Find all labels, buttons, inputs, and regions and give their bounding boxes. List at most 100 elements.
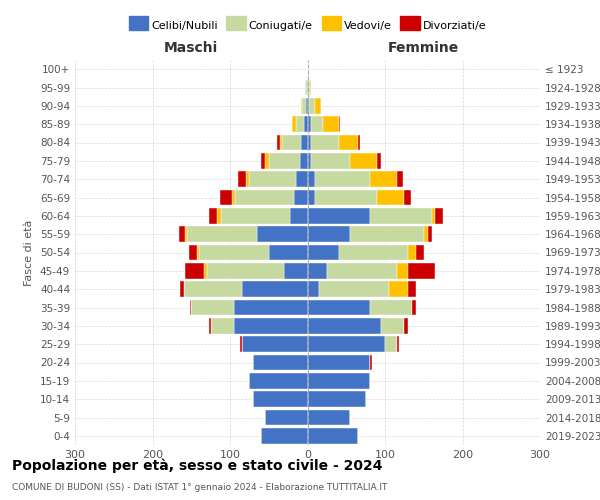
Bar (370, 300, 412, 316)
Bar (293, 190, 308, 206)
Bar (197, 244, 199, 260)
Bar (235, 190, 293, 206)
Bar (397, 263, 408, 278)
Bar (436, 208, 443, 224)
Bar (301, 134, 308, 150)
Bar (304, 116, 308, 132)
Bar (191, 300, 234, 316)
Y-axis label: Fasce di età: Fasce di età (25, 220, 34, 286)
Bar (179, 282, 184, 297)
Text: Femmine: Femmine (388, 42, 460, 56)
Bar (308, 373, 370, 388)
Bar (190, 300, 191, 316)
Bar (308, 244, 338, 260)
Bar (431, 208, 436, 224)
Bar (261, 153, 265, 168)
Bar (269, 153, 300, 168)
Bar (232, 190, 235, 206)
Bar (205, 263, 207, 278)
Bar (280, 134, 282, 150)
Text: COMUNE DI BUDONI (SS) - Dati ISTAT 1° gennaio 2024 - Elaborazione TUTTITALIA.IT: COMUNE DI BUDONI (SS) - Dati ISTAT 1° ge… (12, 483, 388, 492)
Legend: Celibi/Nubili, Coniugati/e, Vedovi/e, Divorziati/e: Celibi/Nubili, Coniugati/e, Vedovi/e, Di… (124, 16, 491, 35)
Bar (306, 98, 308, 114)
Bar (284, 263, 308, 278)
Bar (308, 318, 381, 334)
Bar (308, 392, 365, 407)
Bar (377, 190, 404, 206)
Bar (327, 263, 397, 278)
Bar (404, 190, 410, 206)
Bar (238, 172, 245, 187)
Bar (185, 263, 205, 278)
Bar (185, 226, 187, 242)
Bar (308, 190, 315, 206)
Bar (308, 300, 370, 316)
Bar (242, 336, 308, 352)
Bar (350, 153, 377, 168)
Bar (338, 244, 408, 260)
Bar (265, 410, 308, 426)
Bar (408, 263, 436, 278)
Bar (234, 300, 308, 316)
Bar (308, 263, 327, 278)
Bar (311, 116, 323, 132)
Bar (308, 80, 310, 96)
Bar (408, 244, 416, 260)
Bar (338, 134, 358, 150)
Bar (397, 336, 399, 352)
Bar (350, 226, 424, 242)
Bar (428, 226, 431, 242)
Bar (292, 116, 296, 132)
Bar (220, 190, 232, 206)
Bar (307, 80, 308, 96)
Bar (311, 134, 338, 150)
Bar (245, 172, 250, 187)
Bar (253, 354, 308, 370)
Bar (319, 282, 389, 297)
Bar (358, 134, 360, 150)
Bar (412, 300, 416, 316)
Bar (385, 336, 397, 352)
Bar (207, 263, 284, 278)
Bar (179, 226, 185, 242)
Bar (217, 208, 221, 224)
Bar (209, 208, 217, 224)
Bar (250, 373, 308, 388)
Bar (308, 208, 370, 224)
Bar (296, 116, 304, 132)
Bar (381, 318, 404, 334)
Bar (269, 244, 308, 260)
Bar (221, 208, 290, 224)
Text: Maschi: Maschi (164, 42, 218, 56)
Bar (315, 172, 370, 187)
Bar (308, 428, 358, 444)
Bar (305, 80, 307, 96)
Bar (234, 318, 308, 334)
Bar (308, 116, 311, 132)
Bar (199, 244, 269, 260)
Bar (389, 282, 408, 297)
Bar (397, 172, 403, 187)
Bar (250, 172, 296, 187)
Bar (240, 336, 242, 352)
Bar (424, 226, 428, 242)
Bar (308, 226, 350, 242)
Bar (311, 153, 350, 168)
Bar (261, 428, 308, 444)
Bar (309, 98, 315, 114)
Bar (315, 190, 377, 206)
Bar (370, 354, 372, 370)
Bar (404, 318, 408, 334)
Bar (187, 226, 257, 242)
Bar (209, 318, 211, 334)
Bar (315, 98, 322, 114)
Bar (302, 98, 306, 114)
Bar (308, 98, 309, 114)
Bar (265, 153, 269, 168)
Bar (308, 410, 350, 426)
Bar (338, 116, 340, 132)
Bar (184, 282, 242, 297)
Bar (377, 153, 381, 168)
Bar (300, 153, 308, 168)
Bar (242, 282, 308, 297)
